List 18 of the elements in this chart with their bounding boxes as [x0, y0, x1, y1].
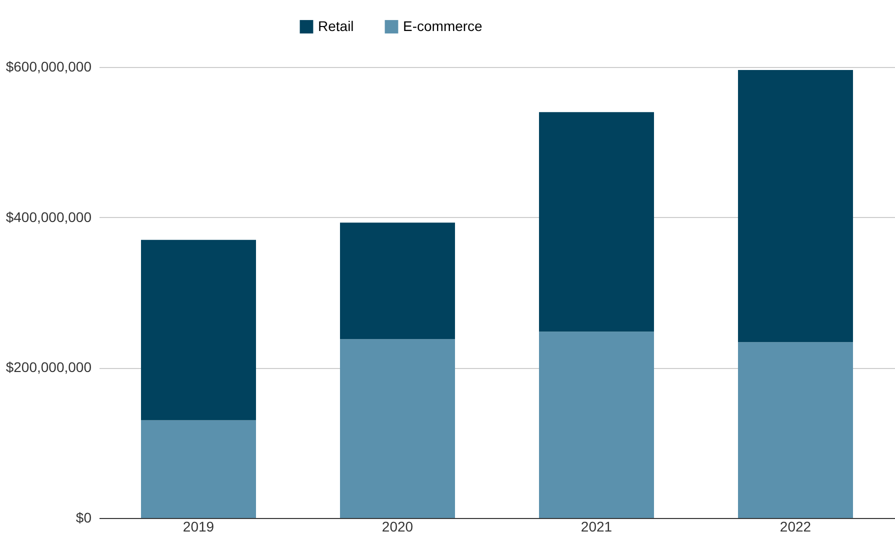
bar	[738, 342, 853, 518]
legend-label: E-commerce	[403, 18, 483, 34]
bar	[340, 339, 455, 518]
x-tick-label: 2021	[580, 518, 612, 534]
y-tick-label: $200,000,000	[6, 359, 92, 376]
x-tick-label: 2019	[182, 518, 214, 534]
y-tick-label: $600,000,000	[6, 58, 92, 74]
bar	[738, 70, 853, 342]
x-tick-label: 2020	[382, 518, 414, 534]
y-tick-label: $400,000,000	[6, 208, 92, 225]
bar	[539, 112, 654, 332]
y-tick-label: $0	[76, 510, 92, 526]
legend-label: Retail	[318, 18, 354, 34]
bar	[141, 420, 256, 518]
bar	[141, 240, 256, 420]
bar	[340, 222, 455, 340]
x-tick-label: 2022	[780, 518, 812, 534]
bar	[539, 332, 654, 518]
